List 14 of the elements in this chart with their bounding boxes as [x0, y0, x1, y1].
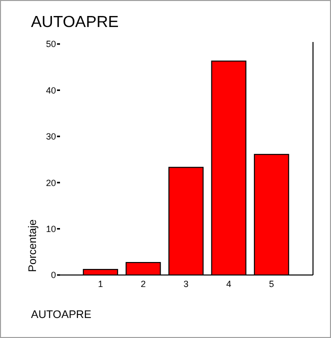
chart-title: AUTOAPRE: [31, 14, 119, 31]
x-axis-title: AUTOAPRE: [31, 309, 92, 321]
y-tick-label: 30: [46, 132, 56, 142]
y-tick-label: 10: [46, 224, 56, 234]
x-tick-label: 2: [140, 279, 146, 289]
x-tick-label: 5: [269, 279, 274, 289]
x-tick-label: 3: [183, 279, 189, 289]
x-tick-label: 1: [98, 279, 103, 289]
x-tick-label: 4: [226, 279, 232, 289]
y-tick-label: 50: [46, 39, 56, 50]
y-tick-label: 20: [46, 178, 56, 188]
y-tick-label: 0: [50, 270, 56, 280]
y-axis-title: Porcentaje: [27, 219, 39, 272]
y-tick-label: 40: [46, 85, 56, 96]
